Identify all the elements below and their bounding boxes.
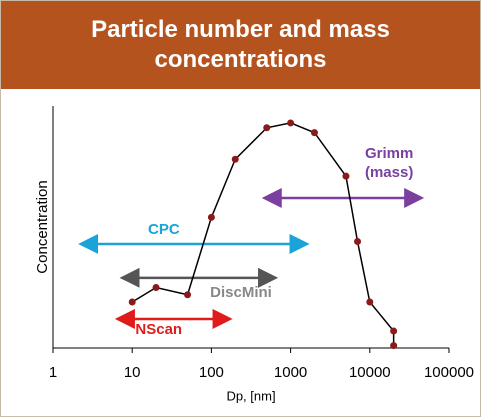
annotation-label: NScan [135, 321, 182, 338]
x-tick-label: 1000 [274, 364, 307, 381]
x-tick-label: 10 [124, 364, 141, 381]
x-axis-label: Dp, [nm] [226, 388, 275, 403]
data-point [207, 213, 215, 221]
title-bar: Particle number and mass concentrations [1, 1, 480, 89]
x-tick-label: 100000 [424, 364, 474, 381]
data-point [231, 155, 239, 163]
data-point [310, 129, 318, 137]
data-point [390, 327, 398, 335]
x-tick-label: 1 [49, 364, 57, 381]
data-point [287, 119, 295, 127]
y-axis-label: Concentration [34, 180, 51, 273]
data-point [354, 238, 362, 246]
data-point [390, 342, 398, 350]
annotation-label: Grimm (mass) [365, 145, 413, 181]
annotation-label: CPC [148, 221, 180, 238]
chart-title: Particle number and mass concentrations [91, 16, 390, 73]
data-point [366, 298, 374, 306]
data-point [342, 172, 350, 180]
data-point [263, 124, 271, 132]
x-tick-label: 100 [199, 364, 224, 381]
data-point [152, 284, 160, 291]
annotation-label: DiscMini [210, 284, 272, 301]
data-point [184, 291, 192, 299]
data-point [128, 298, 136, 306]
x-tick-label: 10000 [349, 364, 391, 381]
